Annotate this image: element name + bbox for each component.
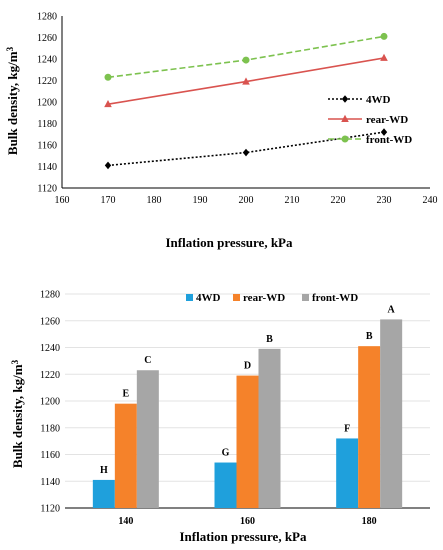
line-point-4WD	[242, 148, 250, 157]
line-chart-series	[104, 32, 388, 170]
legend-label-4WD: 4WD	[366, 94, 391, 106]
legend-label-4WD: 4WD	[196, 292, 221, 304]
legend-swatch-4WD	[186, 294, 193, 301]
bar-4WD-140	[92, 479, 115, 508]
legend-swatch-rear-WD	[233, 294, 240, 301]
bar-front-WD-160	[258, 348, 281, 508]
line-chart: 1120 1140 1160 1180 1200 1220 1240 1260 1280 160…	[5, 12, 438, 251]
bar-chart-y-tick-label: 1140	[40, 477, 60, 488]
line-point-rear-WD	[380, 53, 388, 61]
legend-marker-rear-WD	[341, 114, 349, 122]
line-chart-y-tick-label: 1260	[37, 33, 57, 44]
line-chart-y-tick-label: 1140	[37, 162, 57, 173]
bar-front-WD-180	[380, 319, 403, 508]
bar-chart-x-tick-label: 160	[240, 516, 255, 527]
line-chart-y-tick-label: 1200	[37, 98, 57, 109]
line-chart-x-tick-label: 160	[55, 195, 70, 206]
bar-chart-y-tick-labels: 1120 1140 1160 1180 1200 1220 1240 1260 1280	[40, 290, 60, 515]
legend-label-rear-WD: rear-WD	[243, 292, 285, 304]
bar-chart-x-tick-label: 140	[118, 516, 133, 527]
line-chart-y-axis-title: Bulk density, kg/m3	[5, 46, 20, 155]
bar-letter-label: G	[222, 448, 230, 459]
bar-chart-y-axis-title: Bulk density, kg/m3	[10, 359, 25, 468]
line-point-4WD	[104, 161, 112, 170]
line-point-rear-WD	[242, 77, 250, 85]
line-chart-y-tick-label: 1240	[37, 55, 57, 66]
bar-chart: 1120 1140 1160 1180 1200 1220 1240 1260 1280 140…	[10, 290, 430, 544]
legend-label-front-WD: front-WD	[312, 292, 358, 304]
bar-chart-x-tick-labels: 140 160 180	[118, 516, 376, 527]
bar-chart-y-tick-label: 1280	[40, 290, 60, 301]
bar-letter-label: C	[144, 355, 151, 366]
line-chart-legend: 4WD rear-WD front-WD	[328, 94, 412, 146]
legend-marker-4WD	[341, 95, 349, 103]
line-point-front-WD	[380, 32, 388, 40]
bar-chart-y-tick-label: 1200	[40, 397, 60, 408]
bar-chart-y-tick-label: 1260	[40, 316, 60, 327]
line-point-rear-WD	[104, 99, 112, 108]
bar-4WD-160	[214, 462, 237, 508]
bar-letter-label: A	[388, 304, 396, 315]
line-chart-y-tick-label: 1120	[37, 184, 57, 195]
line-point-front-WD	[104, 73, 112, 81]
line-chart-y-tick-label: 1160	[37, 141, 57, 152]
line-point-4WD	[380, 128, 388, 136]
legend-swatch-front-WD	[302, 294, 309, 301]
line-chart-x-tick-labels: 160 170 180 190 200 210 220 230 240	[55, 195, 438, 206]
line-chart-x-axis-title: Inflation pressure, kPa	[165, 235, 293, 250]
bar-chart-y-tick-label: 1240	[40, 343, 60, 354]
line-chart-y-tick-labels: 1120 1140 1160 1180 1200 1220 1240 1260 1280	[37, 12, 57, 195]
bar-letter-label: E	[122, 389, 129, 400]
line-point-front-WD	[242, 56, 250, 64]
bar-rear-WD-140	[114, 403, 137, 508]
bar-chart-y-tick-label: 1220	[40, 370, 60, 381]
bar-chart-x-axis-title: Inflation pressure, kPa	[179, 529, 307, 544]
line-chart-x-tick-label: 190	[193, 195, 208, 206]
legend-marker-front-WD	[341, 135, 349, 143]
line-chart-x-tick-label: 240	[423, 195, 438, 206]
bar-chart-y-tick-label: 1180	[40, 423, 60, 434]
bar-chart-y-tick-label: 1160	[40, 450, 60, 461]
line-chart-x-tick-label: 210	[285, 195, 300, 206]
bar-rear-WD-180	[358, 346, 381, 508]
bar-letter-label: F	[344, 423, 350, 434]
bar-4WD-180	[336, 438, 359, 508]
bar-chart-legend: 4WD rear-WD front-WD	[186, 292, 358, 304]
legend-label-front-WD: front-WD	[366, 134, 412, 146]
line-chart-y-tick-label: 1180	[37, 119, 57, 130]
bar-letter-label: B	[366, 331, 373, 342]
bar-chart-bars: H E C G D B F B A	[92, 304, 403, 508]
bar-letter-label: D	[244, 361, 251, 372]
bar-chart-y-tick-label: 1120	[40, 504, 60, 515]
bar-letter-label: B	[266, 334, 273, 345]
line-chart-y-tick-label: 1280	[37, 12, 57, 23]
line-chart-x-tick-label: 230	[377, 195, 392, 206]
line-chart-x-tick-label: 200	[239, 195, 254, 206]
bar-rear-WD-160	[236, 375, 259, 508]
bar-front-WD-140	[136, 370, 159, 508]
line-chart-x-tick-label: 180	[147, 195, 162, 206]
legend-label-rear-WD: rear-WD	[366, 114, 408, 126]
line-chart-x-tick-label: 220	[331, 195, 346, 206]
line-chart-y-tick-label: 1220	[37, 76, 57, 87]
bar-letter-label: H	[100, 465, 108, 476]
bar-chart-x-tick-label: 180	[362, 516, 377, 527]
line-chart-x-tick-label: 170	[101, 195, 116, 206]
